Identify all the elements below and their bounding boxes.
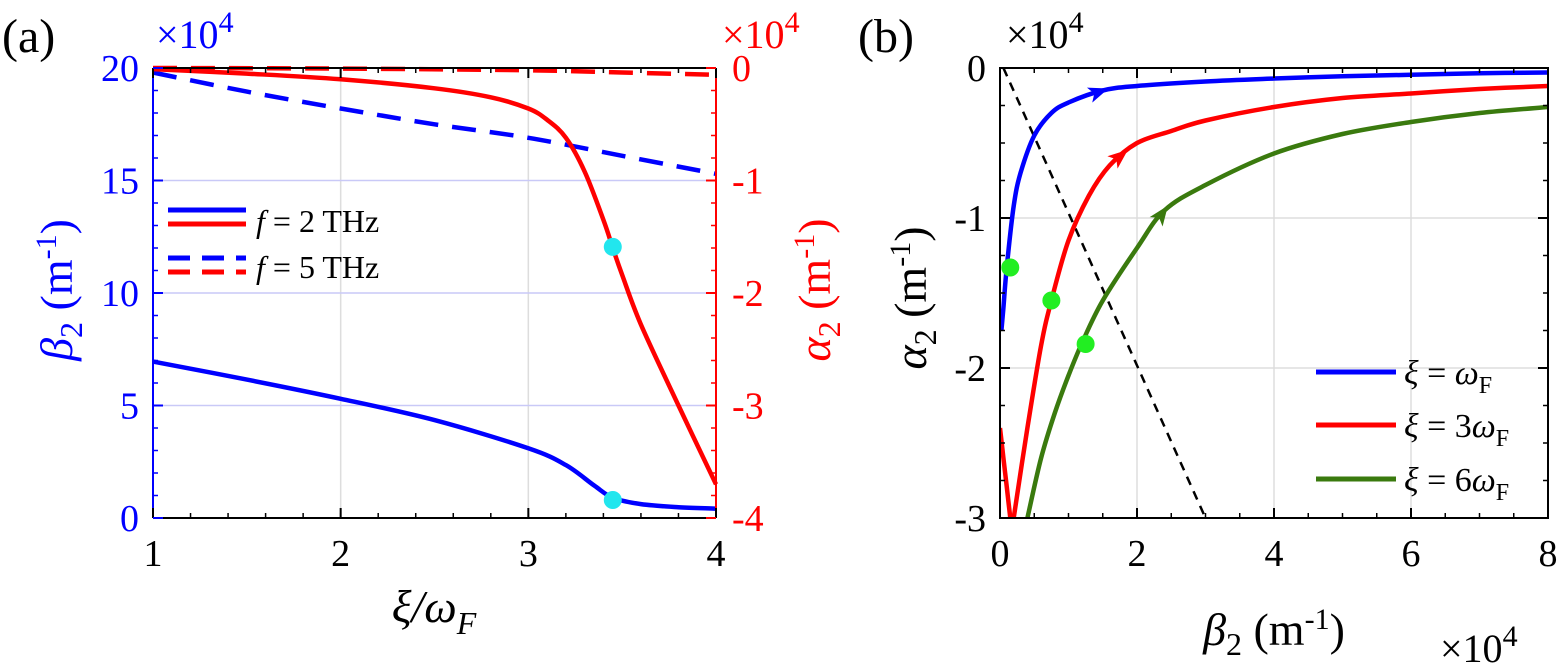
panel-b-grid (1000, 68, 1548, 518)
panel-b-y-tick-label: -3 (954, 498, 986, 540)
panel-b-y-exponent: ×104 (1006, 6, 1084, 57)
panel-b-label: (b) (858, 10, 914, 63)
panel-b-y-tick-label: 0 (967, 48, 986, 90)
panel-b-marker-0 (1001, 258, 1020, 277)
panel-b-series (1000, 68, 1548, 518)
legend-entry-5thz: f = 5 THz (256, 249, 379, 285)
panel-a-y-left-label: β2 (m-1) (30, 219, 89, 362)
panel-a-axes (152, 67, 717, 519)
panel-a-y-left-tick-label: 0 (120, 498, 139, 540)
panel-b-marker-1 (1042, 291, 1061, 310)
panel-b-x-exponent: ×104 (1440, 620, 1518, 666)
panel-b-y-tick-label: -2 (954, 348, 986, 390)
panel-b-series-xi-3-2 (1000, 427, 1013, 518)
svg-text:β2 (m-1): β2 (m-1) (30, 219, 89, 362)
panel-b-arrow-xi-3 (1107, 149, 1128, 169)
panel-b-x-tick-label: 8 (1539, 533, 1558, 575)
panel-b-arrow-xi-6 (1149, 205, 1168, 227)
panel-a-marker-1 (603, 237, 622, 256)
panel-a-y-right-tick-label: -2 (732, 273, 764, 315)
panel-a-y-right-label: α2 (m-1) (788, 218, 847, 361)
panel-a-y-left-tick-label: 15 (101, 161, 139, 203)
panel-b-x-tick-label: 2 (1128, 533, 1147, 575)
panel-a-y-right-tick-label: -4 (732, 498, 764, 540)
panel-a-x-label: ξ/ωF (392, 581, 477, 641)
panel-a-series-beta2-5thz (152, 70, 717, 177)
panel-a-markers (603, 237, 622, 509)
panel-b-axes (999, 67, 1549, 519)
panel-a-grid (153, 68, 716, 518)
panel-b-y-tick-label: -1 (954, 198, 986, 240)
panel-b-x-tick-label: 6 (1402, 533, 1421, 575)
panel-a-y-right-tick-label: -1 (732, 161, 764, 203)
panel-a-y-left-tick-label: 5 (120, 386, 139, 428)
panel-a-y-left-tick-label: 10 (101, 273, 139, 315)
panel-a-y-right-tick-label: -3 (732, 386, 764, 428)
panel-a-tick-labels: 1 2 3 4 0 5 10 15 20 -4 -3 -2 -1 0 (101, 48, 764, 575)
panel-b-reference-line (1002, 68, 1207, 518)
panel-a-y-right-exponent: ×104 (722, 6, 800, 57)
svg-text:α2 (m-1): α2 (m-1) (884, 226, 943, 369)
panel-b-series-xi-3-1 (1011, 83, 1548, 518)
panel-a-series (152, 65, 719, 511)
panel-a-label: (a) (2, 10, 55, 63)
legend-entry-xi-3: ξ = 3ωF (1404, 408, 1509, 452)
panel-b-x-tick-label: 0 (991, 533, 1010, 575)
panel-b-tick-labels: 0 2 4 6 8 -3 -2 -1 0 (954, 48, 1557, 575)
panel-b: (b) 0 2 4 6 8 -3 -2 -1 0 ×104 ×104 α2 (m-1) β2 (… (858, 6, 1558, 666)
legend-entry-xi-6: ξ = 6ωF (1404, 462, 1509, 506)
panel-b-marker-2 (1076, 335, 1095, 353)
panel-b-arrow-xi-1 (1086, 87, 1109, 103)
panel-a-series-alpha2-2thz (152, 66, 719, 486)
legend-entry-xi-1: ξ = ωF (1404, 355, 1492, 399)
panel-b-legend: ξ = ωF ξ = 3ωF ξ = 6ωF (1316, 355, 1509, 506)
svg-text:α2 (m-1): α2 (m-1) (788, 218, 847, 361)
panel-a-x-tick-label: 2 (331, 533, 350, 575)
panel-b-x-label: β2 (m-1) (1202, 603, 1345, 662)
panel-a-series-beta2-2thz (152, 359, 717, 511)
panel-a-x-tick-label: 4 (707, 533, 726, 575)
panel-a: (a) 1 2 3 4 0 5 10 15 20 -4 -3 -2 -1 0 ×104 ×104 β2 (… (2, 6, 847, 641)
panel-b-markers (1001, 258, 1095, 353)
panel-a-marker-0 (603, 491, 622, 509)
panel-a-x-tick-label: 1 (144, 533, 163, 575)
panel-b-y-label: α2 (m-1) (884, 226, 943, 369)
panel-a-y-left-exponent: ×104 (156, 6, 234, 57)
panel-a-y-left-tick-label: 20 (101, 48, 139, 90)
legend-entry-2thz: f = 2 THz (256, 203, 379, 239)
panel-a-y-right-tick-label: 0 (732, 48, 751, 90)
panel-b-x-tick-label: 4 (1265, 533, 1284, 575)
panel-a-x-tick-label: 3 (519, 533, 538, 575)
panel-a-legend: f = 2 THz f = 5 THz (168, 203, 379, 285)
